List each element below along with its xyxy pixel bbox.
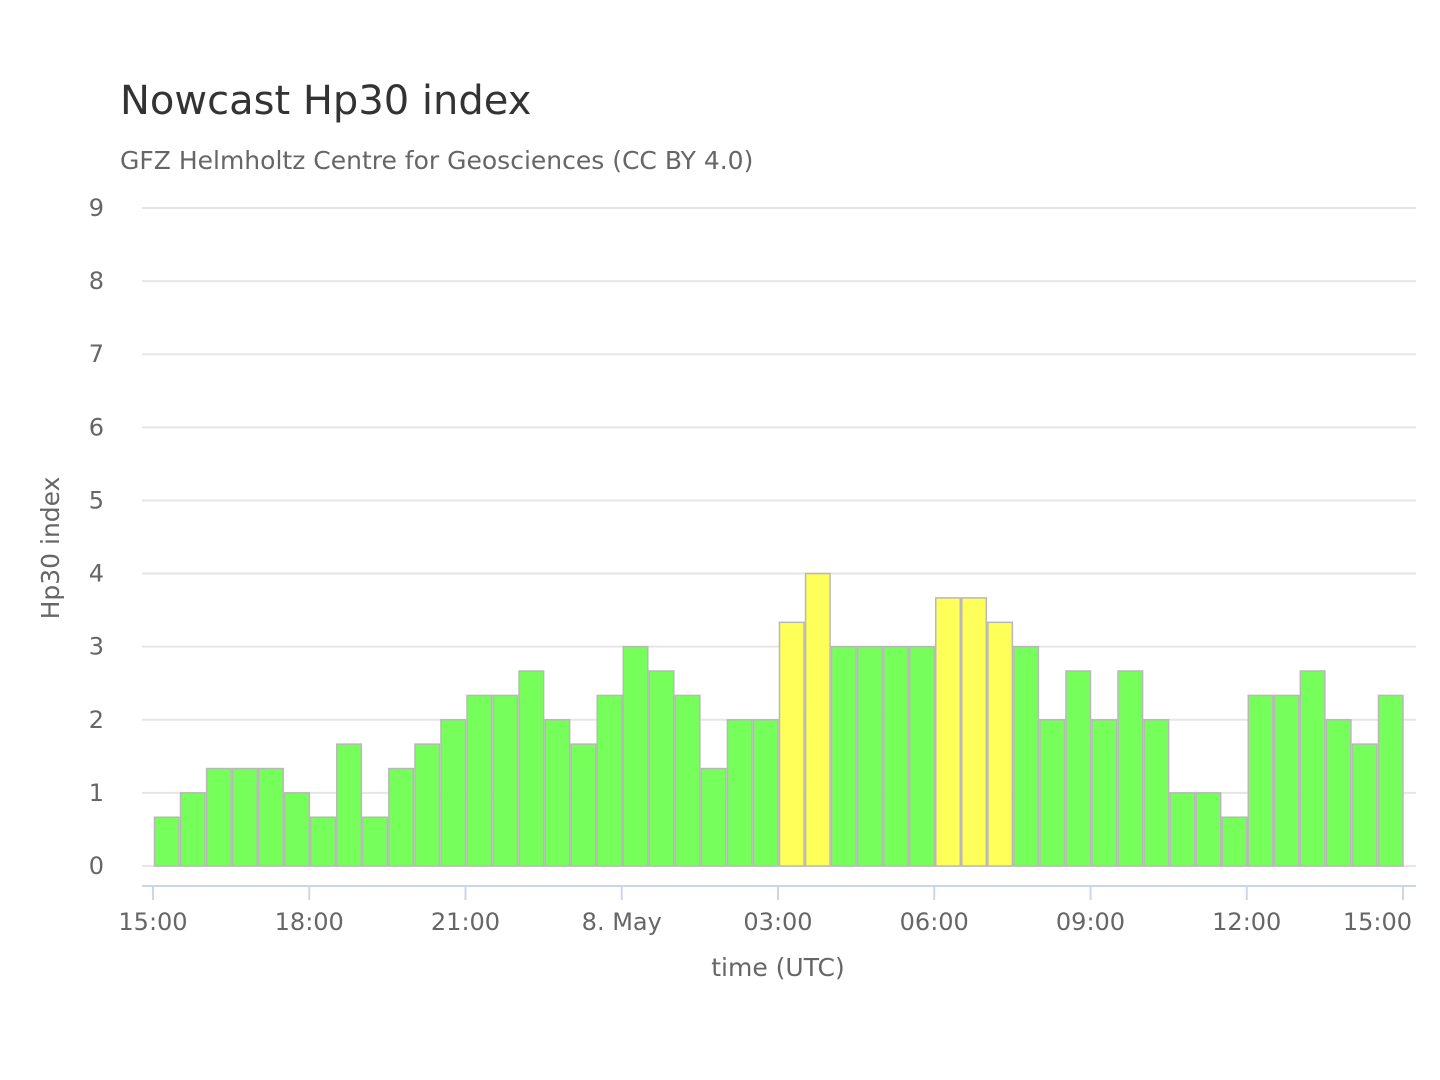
x-tick-label: 06:00 — [900, 908, 969, 936]
bar[interactable] — [1013, 645, 1040, 867]
bar[interactable] — [492, 694, 519, 867]
x-tick-label: 03:00 — [743, 908, 812, 936]
bar[interactable] — [257, 767, 284, 867]
bar[interactable] — [1325, 719, 1352, 867]
bar[interactable] — [1195, 792, 1222, 867]
x-tick-label: 18:00 — [275, 908, 344, 936]
x-tick-label: 15:00 — [118, 908, 187, 936]
bar[interactable] — [205, 767, 232, 867]
x-tick-label: 09:00 — [1056, 908, 1125, 936]
bar[interactable] — [1143, 719, 1170, 867]
y-tick-label: 5 — [89, 486, 104, 514]
y-axis-title: Hp30 index — [36, 477, 65, 620]
bar[interactable] — [388, 767, 415, 867]
x-tick-label: 21:00 — [431, 908, 500, 936]
bar[interactable] — [726, 719, 753, 867]
bar[interactable] — [310, 816, 337, 867]
bar[interactable] — [1351, 743, 1378, 867]
bar[interactable] — [935, 597, 962, 867]
bar[interactable] — [700, 767, 727, 867]
y-tick-label: 4 — [89, 560, 104, 588]
x-axis: 15:00 18:00 21:00 8. May 03:00 06:00 09:00 12:0… — [118, 885, 1416, 936]
bar[interactable] — [336, 743, 363, 867]
y-tick-label: 1 — [89, 779, 104, 807]
bar[interactable] — [961, 597, 988, 867]
bar[interactable] — [1377, 694, 1404, 867]
bar[interactable] — [1117, 670, 1144, 867]
bar[interactable] — [544, 719, 571, 867]
bar[interactable] — [414, 743, 441, 867]
y-tick-label: 0 — [89, 852, 104, 880]
chart-title: Nowcast Hp30 index — [120, 78, 532, 124]
bar[interactable] — [1247, 694, 1274, 867]
bar[interactable] — [1221, 816, 1248, 867]
bar[interactable] — [674, 694, 701, 867]
y-tick-label: 7 — [89, 340, 104, 368]
y-tick-label: 3 — [89, 633, 104, 661]
bar[interactable] — [1065, 670, 1092, 867]
bar[interactable] — [179, 792, 206, 867]
bar[interactable] — [908, 645, 935, 867]
y-tick-label: 2 — [89, 706, 104, 734]
bar[interactable] — [1273, 694, 1300, 867]
bar[interactable] — [778, 621, 805, 867]
x-tick-label: 12:00 — [1212, 908, 1281, 936]
bar[interactable] — [752, 719, 779, 867]
bar[interactable] — [1299, 670, 1326, 867]
bar[interactable] — [1091, 719, 1118, 867]
y-tick-label: 8 — [89, 267, 104, 295]
x-tick-label: 8. May — [582, 908, 662, 936]
bar[interactable] — [283, 792, 311, 867]
bars — [153, 572, 1404, 867]
bar[interactable] — [231, 767, 258, 867]
bar[interactable] — [648, 670, 675, 867]
bar[interactable] — [466, 694, 493, 867]
bar[interactable] — [440, 719, 467, 867]
x-axis-title: time (UTC) — [711, 953, 845, 982]
bar[interactable] — [804, 572, 831, 867]
bar[interactable] — [153, 816, 180, 867]
bar[interactable] — [518, 670, 545, 867]
bar[interactable] — [882, 645, 909, 867]
bar[interactable] — [622, 645, 649, 867]
chart-subtitle: GFZ Helmholtz Centre for Geosciences (CC… — [120, 146, 754, 175]
y-tick-label: 9 — [89, 194, 104, 222]
y-tick-labels: 0 1 2 3 4 5 6 7 8 9 — [89, 194, 104, 880]
y-tick-label: 6 — [89, 413, 104, 441]
bar[interactable] — [987, 621, 1014, 867]
bar[interactable] — [1169, 792, 1196, 867]
bar[interactable] — [362, 816, 389, 867]
bar[interactable] — [830, 645, 857, 867]
bar[interactable] — [596, 694, 623, 867]
bar[interactable] — [1039, 719, 1066, 867]
bar[interactable] — [856, 645, 883, 867]
bar[interactable] — [570, 743, 597, 867]
x-tick-label: 15:00 — [1343, 908, 1412, 936]
